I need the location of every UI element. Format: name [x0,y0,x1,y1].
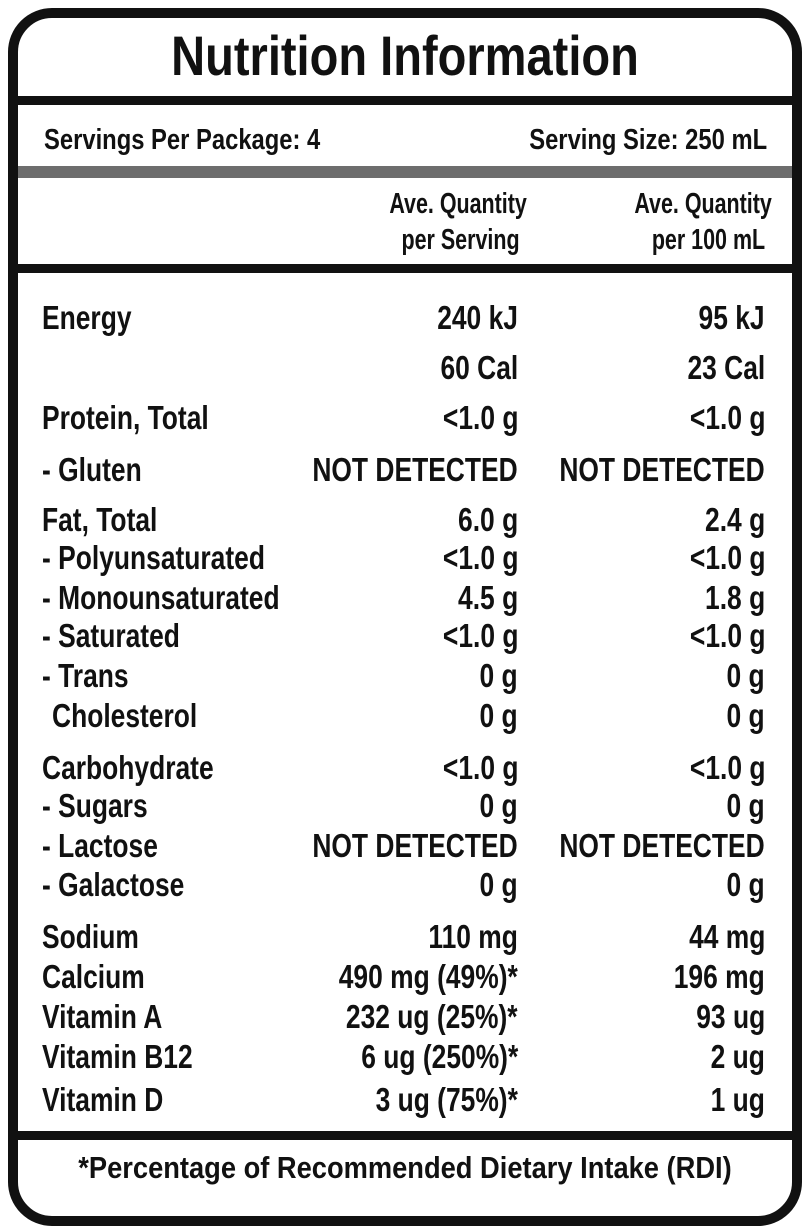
per-100ml-value: 0 g [726,787,765,824]
per-serving-value: 240 kJ [437,299,518,336]
per-100ml-value: <1.0 g [689,399,765,436]
rule-header [18,264,792,273]
nutrient-name: Calcium [42,958,145,995]
per-serving-value: 110 mg [428,918,518,955]
per-serving-value: 6.0 g [457,501,518,538]
nutrient-name: - Trans [42,657,129,694]
per-100ml-value: 196 mg [674,958,765,995]
per-serving-value: 232 ug (25%)* [346,998,518,1035]
nutrient-name: Energy [42,299,132,336]
nutrient-name: Vitamin D [42,1081,164,1118]
per-100ml-value: 1 ug [710,1081,765,1118]
nutrient-name: - Polyunsaturated [42,539,265,576]
nutrient-name: Carbohydrate [42,749,214,786]
per-serving-value: <1.0 g [442,749,518,786]
per-serving-value: 0 g [479,787,518,824]
nutrient-name: - Saturated [42,617,180,654]
per-serving-value: 6 ug (250%)* [361,1038,518,1075]
column-header: Ave. Quantity [634,188,772,220]
per-serving-value: NOT DETECTED [312,451,518,488]
column-header: per 100 mL [651,224,765,256]
per-100ml-value: 93 ug [696,998,765,1035]
rule-title [18,96,792,105]
nutrient-name: Protein, Total [42,399,209,436]
rule-footer [18,1131,792,1140]
footnote: *Percentage of Recommended Dietary Intak… [78,1150,732,1185]
nutrient-name: - Galactose [42,866,185,903]
per-100ml-value: 0 g [726,697,765,734]
nutrient-name: Cholesterol [52,697,198,734]
per-serving-value: <1.0 g [442,617,518,654]
title: Nutrition Information [171,24,639,87]
nutrient-name: - Sugars [42,787,148,824]
per-serving-value: 0 g [479,697,518,734]
nutrient-name: Sodium [42,918,139,955]
column-header: per Serving [401,224,520,256]
column-header: Ave. Quantity [389,188,527,220]
nutrient-name: Vitamin B12 [42,1038,193,1075]
per-100ml-value: 2.4 g [704,501,765,538]
per-100ml-value: NOT DETECTED [559,827,765,864]
per-serving-value: <1.0 g [442,539,518,576]
per-100ml-value: <1.0 g [689,617,765,654]
per-100ml-value: <1.0 g [689,539,765,576]
rule-servings [18,166,792,178]
per-100ml-value: NOT DETECTED [559,451,765,488]
per-100ml-value: 44 mg [688,918,765,955]
per-serving-value: 60 Cal [440,349,518,386]
per-100ml-value: 2 ug [710,1038,765,1075]
per-serving-value: 0 g [479,657,518,694]
serving-size: Serving Size: 250 mL [529,124,767,156]
per-100ml-value: 1.8 g [704,579,765,616]
per-100ml-value: 95 kJ [698,299,765,336]
per-serving-value: 4.5 g [457,579,518,616]
label-border [8,8,802,1226]
servings-per-package: Servings Per Package: 4 [44,124,321,156]
per-100ml-value: 0 g [726,866,765,903]
per-serving-value: NOT DETECTED [312,827,518,864]
nutrient-name: Vitamin A [42,998,163,1035]
nutrient-name: Fat, Total [42,501,158,538]
per-100ml-value: 0 g [726,657,765,694]
nutrient-name: - Gluten [42,451,142,488]
nutrient-name: - Lactose [42,827,158,864]
per-serving-value: 490 mg (49%)* [338,958,518,995]
per-serving-value: 0 g [479,866,518,903]
per-serving-value: 3 ug (75%)* [375,1081,518,1118]
nutrient-name: - Monounsaturated [42,579,280,616]
per-serving-value: <1.0 g [442,399,518,436]
per-100ml-value: 23 Cal [687,349,765,386]
per-100ml-value: <1.0 g [689,749,765,786]
